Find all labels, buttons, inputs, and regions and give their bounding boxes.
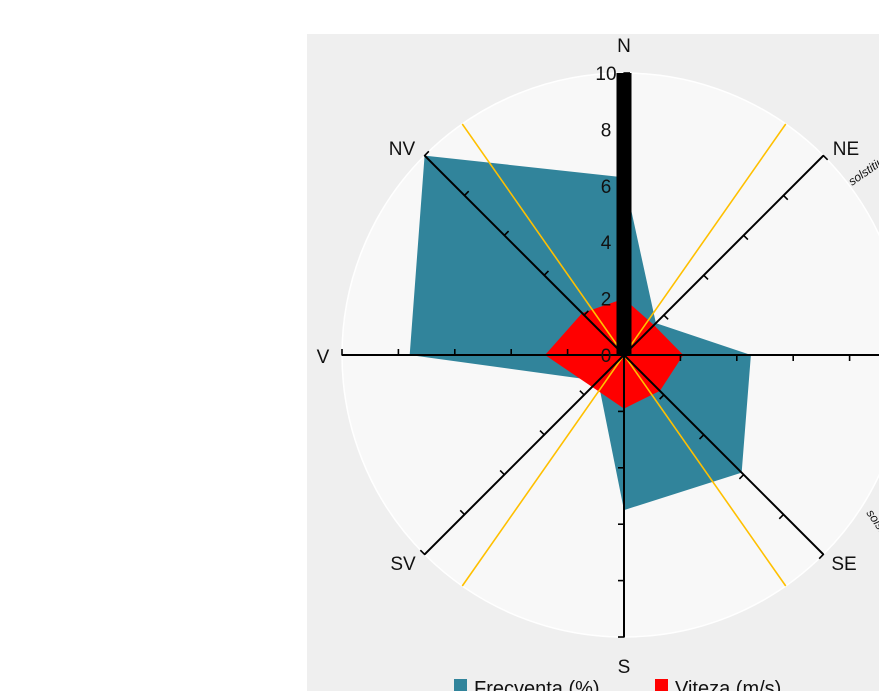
solstice-line-3 [461,123,625,356]
radial-tick-label-8: 8 [601,120,612,141]
legend: Frecventa (%) Viteza (m/s) [454,678,781,691]
axis-tick-se-4 [778,513,785,520]
axis-line-se [623,354,825,556]
direction-label-v: V [317,347,330,368]
axis-tick-sv-3 [499,469,506,476]
radial-tick-label-6: 6 [601,177,612,198]
axis-tick-se-5 [818,553,825,560]
axis-tick-nv-2 [543,270,550,277]
direction-label-sv: SV [390,554,416,575]
radial-tick-label-2: 2 [601,290,612,311]
axis-line-sv [423,354,625,556]
axis-tick-nv-3 [503,230,510,237]
solstice-line-0 [623,123,787,356]
solstice-lines [461,123,787,587]
direction-label-n: N [617,36,631,57]
legend-label-viteza-m-s: Viteza (m/s) [675,678,781,691]
axis-tick-ne-5 [822,154,829,161]
axis-tick-sv-2 [539,429,546,436]
axis-tick-ne-1 [662,314,669,320]
axis-tick-sv-1 [579,390,586,396]
axis-tick-se-1 [659,393,665,400]
radial-tick-label-10: 10 [595,64,616,85]
radial-tick-label-0: 0 [601,346,612,367]
legend-swatch-frecventa [454,679,467,691]
axis-tick-sv-5 [419,549,426,556]
axis-line-ne [623,154,825,356]
direction-label-nv: NV [389,139,416,160]
axis-tick-se-3 [738,473,745,480]
axis-tick-nv-5 [423,150,430,157]
legend-label-frecventa: Frecventa (%) [474,678,600,691]
solstice-line-2 [461,354,625,587]
axis-tick-se-2 [698,433,705,440]
axis-tick-ne-4 [782,194,789,201]
direction-label-s: S [618,657,631,678]
axis-tick-ne-3 [742,234,749,241]
axis-tick-ne-2 [702,274,709,281]
axis-tick-nv-4 [463,190,470,197]
radial-tick-label-4: 4 [601,233,612,254]
axis-tick-nv-1 [583,310,589,317]
solstice-line-1 [623,354,787,587]
direction-label-se: SE [831,554,856,575]
direction-label-ne: NE [833,139,859,160]
axis-tick-sv-4 [459,509,466,516]
legend-swatch-viteza-m-s [655,679,668,691]
axis-line-nv [423,154,625,356]
solstice-label-1: solstitiu [864,507,879,548]
